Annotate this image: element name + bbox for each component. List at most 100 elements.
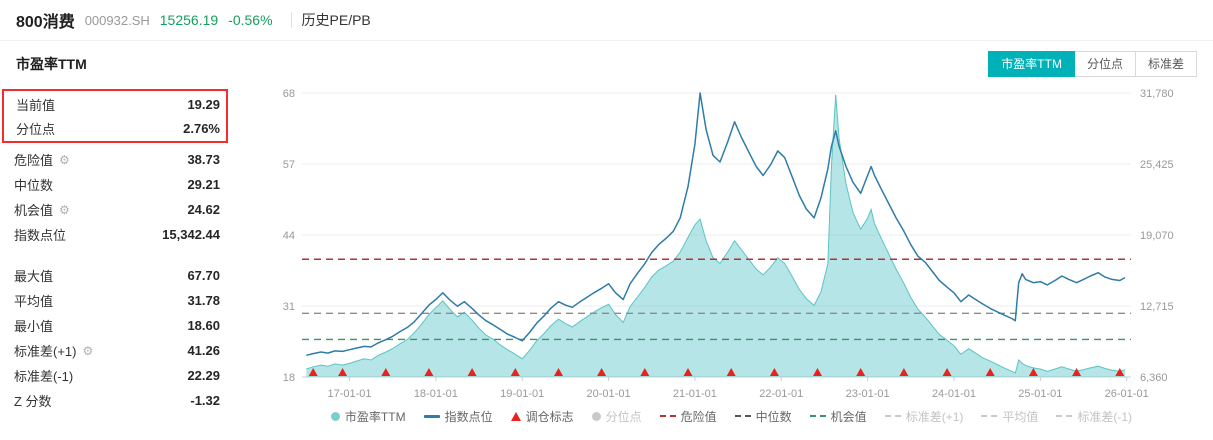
svg-text:31: 31 (283, 301, 295, 313)
legend-label: 市盈率TTM (344, 409, 406, 424)
legend-item-percentile[interactable]: 分位点 (591, 408, 642, 425)
svg-text:17-01-01: 17-01-01 (327, 388, 371, 400)
svg-text:19-01-01: 19-01-01 (500, 388, 544, 400)
svg-text:23-01-01: 23-01-01 (846, 388, 890, 400)
stat-row-median: 中位数 29.21 (0, 172, 250, 197)
stat-value: 2.76% (183, 120, 220, 136)
stat-label: 分位点 (16, 121, 56, 137)
svg-text:25-01-01: 25-01-01 (1018, 388, 1062, 400)
gear-icon[interactable]: ⚙ (82, 343, 94, 358)
stat-row-danger-value: 危险值 ⚙ 38.73 (0, 147, 250, 172)
legend-item-rebalance-marker[interactable]: 调仓标志 (510, 408, 574, 425)
stat-row-current-value: 当前值 19.29 (4, 92, 226, 116)
svg-text:18: 18 (283, 372, 295, 384)
stat-value: 22.29 (187, 368, 220, 383)
legend-label: 危险值 (680, 409, 717, 424)
legend-label: 机会值 (830, 409, 867, 424)
svg-text:25,425: 25,425 (1140, 159, 1174, 171)
tab-pe-ttm[interactable]: 市盈率TTM (988, 51, 1075, 77)
chart-area: 18 6,360 31 12,715 44 19,070 57 25,425 68 31,780 1… (250, 81, 1213, 429)
stat-value: 31.78 (187, 293, 220, 308)
pe-pb-history-page: 800消费 000932.SH 15256.19 -0.56% 历史PE/PB … (0, 0, 1213, 429)
legend-label: 标准差(+1) (905, 409, 964, 424)
stat-value: 41.26 (187, 343, 220, 358)
stat-label: 最大值 (14, 269, 54, 284)
svg-text:18-01-01: 18-01-01 (414, 388, 458, 400)
opportunity-dash-icon (809, 415, 826, 417)
svg-text:68: 68 (283, 88, 295, 100)
current-value-highlight: 当前值 19.29 分位点 2.76% (2, 89, 228, 143)
stat-row-mean: 平均值 31.78 (0, 288, 250, 313)
stddev-plus1-dash-icon (884, 415, 901, 417)
chart-legend: 市盈率TTM 指数点位 调仓标志 分位点 危险值 中位数 机会值 标准差(+1)… (250, 403, 1213, 429)
legend-item-mean[interactable]: 平均值 (981, 408, 1038, 425)
index-line-icon (423, 414, 440, 418)
stat-value: 18.60 (187, 318, 220, 333)
stat-row-stddev-minus1: 标准差(-1) 22.29 (0, 363, 250, 388)
stat-row-min: 最小值 18.60 (0, 313, 250, 338)
svg-text:24-01-01: 24-01-01 (932, 388, 976, 400)
svg-text:22-01-01: 22-01-01 (759, 388, 803, 400)
stat-row-zscore: Z 分数 -1.32 (0, 388, 250, 413)
stat-value: 38.73 (187, 152, 220, 167)
gear-icon[interactable]: ⚙ (59, 202, 70, 217)
legend-item-opportunity-value[interactable]: 机会值 (809, 408, 867, 425)
stat-value: 15,342.44 (162, 227, 220, 242)
stat-row-percentile: 分位点 2.76% (4, 116, 226, 140)
tab-stddev[interactable]: 标准差 (1134, 51, 1197, 77)
legend-item-median[interactable]: 中位数 (734, 408, 792, 425)
legend-item-index-level[interactable]: 指数点位 (423, 408, 493, 425)
index-change-percent: -0.56% (228, 12, 273, 28)
stat-value: 19.29 (187, 96, 220, 112)
mean-dash-icon (981, 415, 998, 417)
svg-text:12,715: 12,715 (1140, 301, 1174, 313)
stat-label: 机会值 (14, 203, 54, 218)
stats-panel: 当前值 19.29 分位点 2.76% 危险值 ⚙ 38.73 中位数 29.2… (0, 81, 250, 429)
metric-switcher: 市盈率TTM 分位点 标准差 (988, 51, 1197, 77)
stat-label: 中位数 (14, 178, 54, 193)
legend-label: 调仓标志 (525, 409, 574, 424)
legend-label: 标准差(-1) (1077, 409, 1133, 424)
section-title: 市盈率TTM (16, 56, 87, 72)
stats-spacer (0, 247, 250, 263)
section-header: 市盈率TTM 市盈率TTM 分位点 标准差 (0, 41, 1213, 79)
index-price: 15256.19 (159, 12, 219, 28)
stat-value: 29.21 (187, 177, 220, 192)
stat-label: 危险值 (14, 153, 54, 168)
header: 800消费 000932.SH 15256.19 -0.56% 历史PE/PB (0, 0, 1213, 41)
stddev-minus1-dash-icon (1056, 415, 1073, 417)
svg-text:44: 44 (283, 230, 295, 242)
legend-item-stddev-plus1[interactable]: 标准差(+1) (884, 408, 964, 425)
svg-text:26-01-01: 26-01-01 (1105, 388, 1149, 400)
median-dash-icon (734, 415, 751, 417)
index-code: 000932.SH (84, 12, 150, 28)
stat-label: 平均值 (14, 294, 54, 309)
stat-value: 24.62 (187, 202, 220, 217)
svg-text:57: 57 (283, 159, 295, 171)
svg-text:31,780: 31,780 (1140, 88, 1174, 100)
stat-value: 67.70 (187, 268, 220, 283)
percentile-series-icon (591, 411, 601, 421)
legend-label: 指数点位 (444, 409, 493, 424)
pe-series-icon (330, 411, 340, 421)
tab-percentile[interactable]: 分位点 (1073, 51, 1136, 77)
nav-history-pepb[interactable]: 历史PE/PB (301, 12, 371, 28)
svg-text:21-01-01: 21-01-01 (673, 388, 717, 400)
stat-label: Z 分数 (14, 394, 52, 409)
stat-value: -1.32 (190, 393, 220, 408)
svg-text:6,360: 6,360 (1140, 372, 1168, 384)
pe-ttm-chart[interactable]: 18 6,360 31 12,715 44 19,070 57 25,425 68 31,780 1… (250, 81, 1213, 403)
index-name: 800消费 (16, 14, 75, 31)
stat-label: 标准差(-1) (14, 369, 74, 384)
stat-label: 指数点位 (14, 228, 67, 243)
stat-row-opportunity-value: 机会值 ⚙ 24.62 (0, 197, 250, 222)
svg-text:20-01-01: 20-01-01 (587, 388, 631, 400)
stat-label: 当前值 (16, 97, 56, 113)
gear-icon[interactable]: ⚙ (59, 152, 70, 167)
legend-item-pe-ttm[interactable]: 市盈率TTM (330, 408, 406, 425)
legend-item-danger-value[interactable]: 危险值 (659, 408, 717, 425)
stat-row-index-level: 指数点位 15,342.44 (0, 222, 250, 247)
legend-label: 中位数 (755, 409, 792, 424)
svg-text:19,070: 19,070 (1140, 230, 1174, 242)
legend-item-stddev-minus1[interactable]: 标准差(-1) (1056, 408, 1132, 425)
